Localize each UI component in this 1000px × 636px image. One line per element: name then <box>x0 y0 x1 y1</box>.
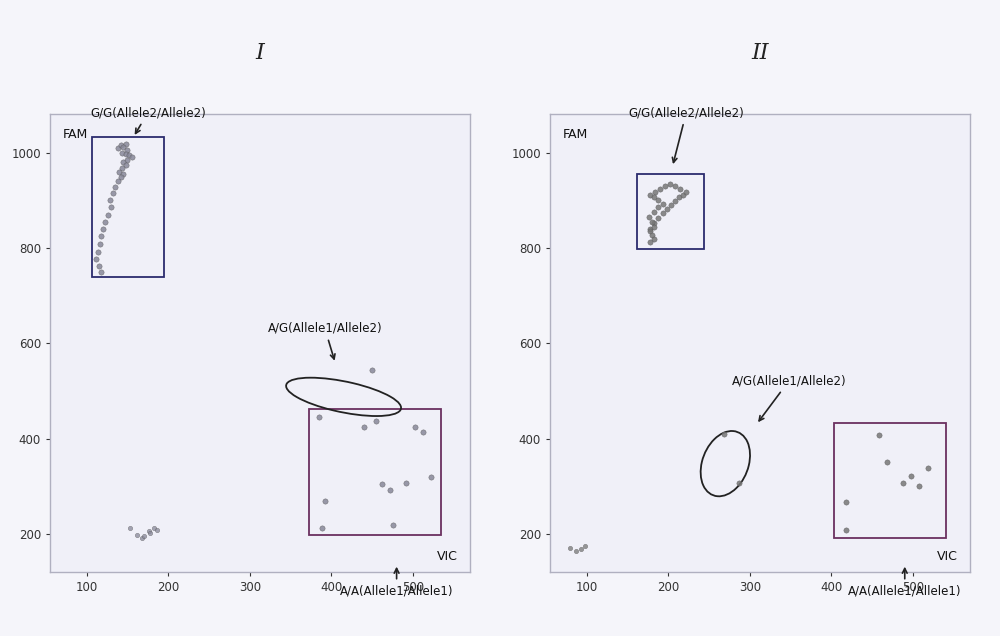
Text: A/A(Allele1/Allele1): A/A(Allele1/Allele1) <box>848 569 962 597</box>
Text: VIC: VIC <box>437 550 457 563</box>
Text: VIC: VIC <box>937 550 957 563</box>
Text: A/A(Allele1/Allele1): A/A(Allele1/Allele1) <box>340 569 453 597</box>
Text: A/G(Allele1/Allele2): A/G(Allele1/Allele2) <box>732 375 846 421</box>
Text: A/G(Allele1/Allele2): A/G(Allele1/Allele2) <box>268 322 382 359</box>
Text: I: I <box>256 41 264 64</box>
Bar <box>637 174 704 249</box>
Text: G/G(Allele2/Allele2): G/G(Allele2/Allele2) <box>90 106 206 134</box>
Text: FAM: FAM <box>563 128 588 141</box>
Bar <box>834 422 946 538</box>
Bar <box>309 409 441 536</box>
Text: II: II <box>751 41 769 64</box>
Bar <box>92 137 164 277</box>
Text: FAM: FAM <box>63 128 88 141</box>
Text: G/G(Allele2/Allele2): G/G(Allele2/Allele2) <box>628 106 744 162</box>
